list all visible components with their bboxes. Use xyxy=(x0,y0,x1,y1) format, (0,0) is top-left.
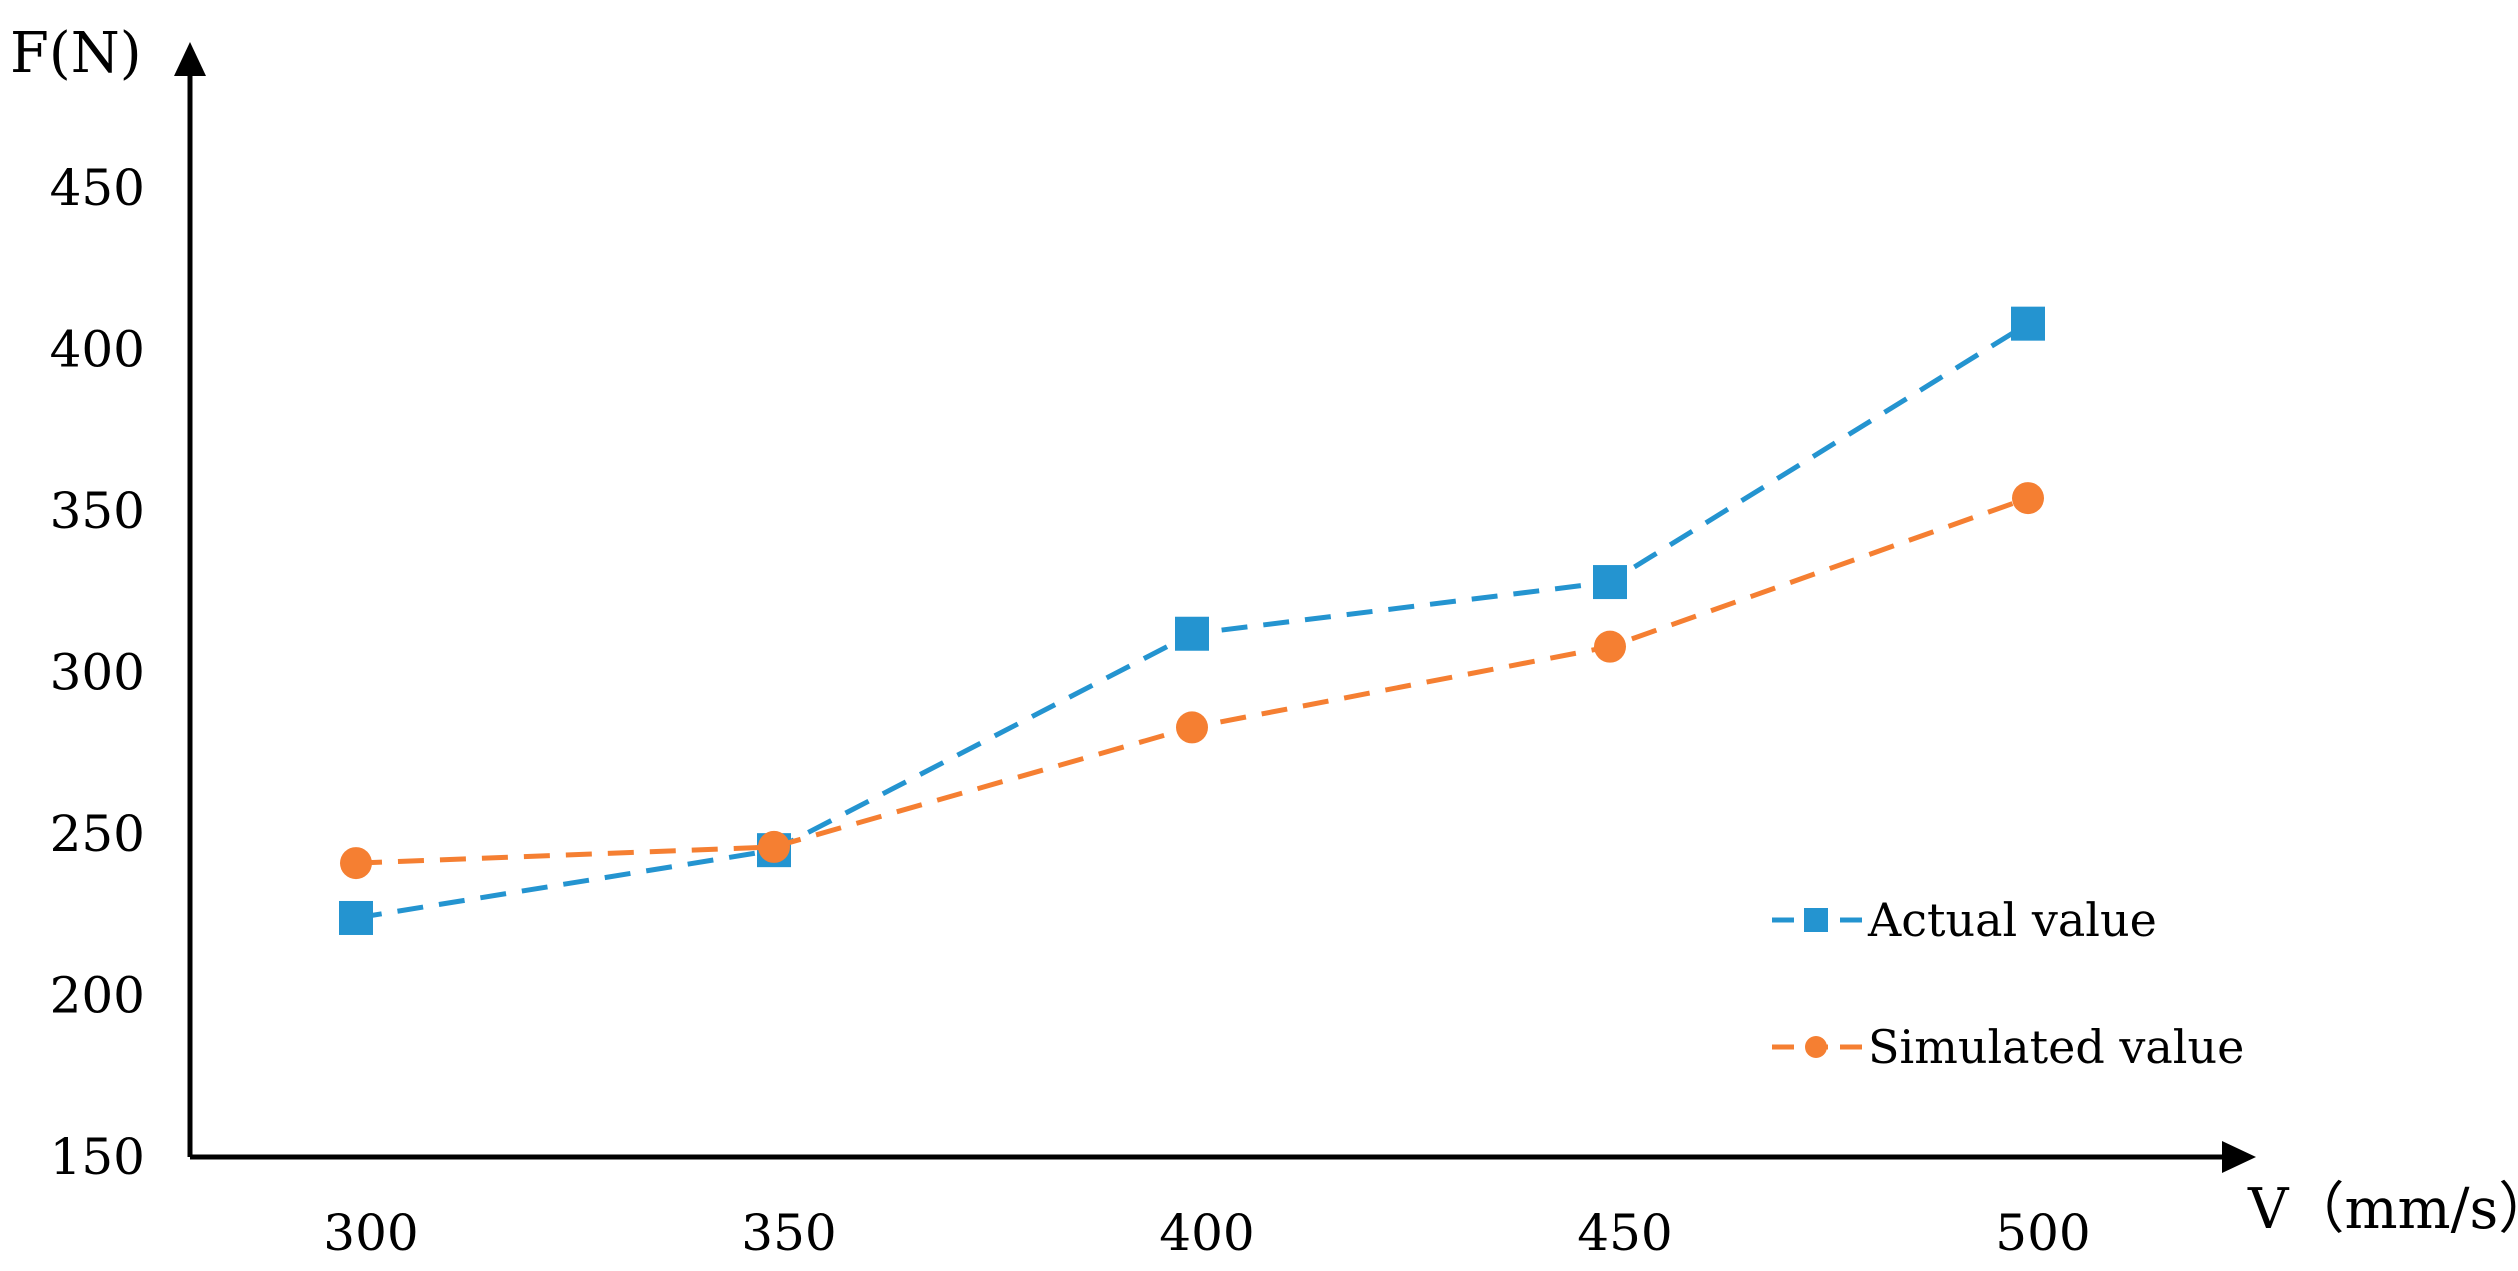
x-tick-label: 350 xyxy=(741,1204,836,1262)
series-simulated xyxy=(340,482,2044,880)
x-tick-label: 450 xyxy=(1577,1204,1672,1262)
data-point-circle xyxy=(2012,482,2044,515)
legend-item: Simulated value xyxy=(1772,1020,2244,1074)
y-tick-label: 150 xyxy=(50,1128,145,1186)
data-point-square xyxy=(2011,306,2045,341)
y-tick-label: 300 xyxy=(50,644,145,702)
series-line xyxy=(355,495,2029,866)
data-point-circle xyxy=(758,830,790,863)
legend-marker-square xyxy=(1804,908,1828,932)
legend-marker-circle xyxy=(1805,1036,1827,1058)
y-tick-label: 350 xyxy=(50,482,145,540)
legend-label: Actual value xyxy=(1867,893,2157,947)
data-point-square xyxy=(1593,565,1627,600)
series-actual xyxy=(339,306,2045,935)
data-point-circle xyxy=(1594,630,1626,663)
legend-label: Simulated value xyxy=(1868,1020,2244,1074)
data-point-square xyxy=(339,900,373,935)
x-axis-arrow xyxy=(2222,1141,2256,1173)
y-tick-label: 200 xyxy=(50,967,145,1025)
series-layer xyxy=(339,306,2045,935)
y-axis-title: F(N) xyxy=(10,21,142,86)
y-tick-label: 450 xyxy=(50,159,145,217)
y-tick-label: 400 xyxy=(50,321,145,379)
x-axis-title: V（mm/s） xyxy=(2247,1177,2518,1242)
x-tick-label: 500 xyxy=(1995,1204,2090,1262)
x-tick-label: 300 xyxy=(323,1204,418,1262)
legend: Actual value Simulated value xyxy=(1772,893,2244,1074)
data-point-square xyxy=(1175,616,1209,651)
data-point-circle xyxy=(1176,711,1208,744)
data-point-circle xyxy=(340,847,372,880)
y-tick-labels: 150 200 250 300 350 400 450 xyxy=(50,159,145,1186)
legend-item: Actual value xyxy=(1772,893,2157,947)
y-axis-arrow xyxy=(174,42,206,76)
axes xyxy=(174,42,2256,1173)
x-tick-labels: 300 350 400 450 500 xyxy=(323,1204,2090,1262)
y-tick-label: 250 xyxy=(50,805,145,863)
x-tick-label: 400 xyxy=(1159,1204,1254,1262)
